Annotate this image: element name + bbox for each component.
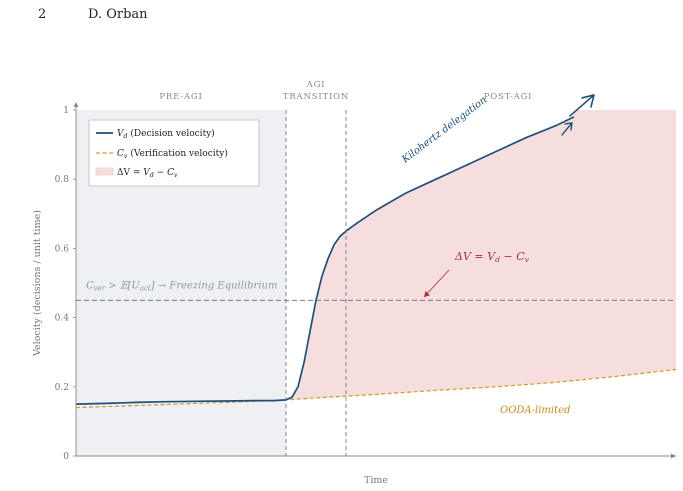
legend-label-decision: Vd (Decision velocity) [117, 128, 215, 140]
decision-arrowhead-upper [569, 94, 595, 117]
delta-v-region [286, 110, 676, 400]
delta-v-annotation: ΔV = Vd − Cv [454, 250, 530, 264]
legend-swatch-gap [95, 167, 114, 176]
y-axis-label: Velocity (decisions / unit time) [32, 210, 43, 357]
x-axis-label: Time [364, 475, 388, 486]
y-tick-label: 0 [63, 452, 69, 462]
y-tick-label: 0.6 [55, 244, 70, 254]
legend-label-gap: ΔV = Vd − Cv [117, 168, 178, 179]
y-tick-label: 0.4 [55, 314, 70, 324]
author-name: D. Orban [88, 7, 148, 22]
x-axis-arrow [671, 453, 676, 459]
phase-label-3: POST-AGI [484, 92, 533, 102]
phase-label-1: PRE-AGI [159, 92, 202, 102]
verification-velocity-line [75, 368, 677, 409]
page-header: 2 D. Orban [0, 0, 683, 40]
freezing-equilibrium-label: Cver > 𝔼[Uact] → Freezing Equilibrium [86, 280, 277, 292]
ooda-annotation: OODA-limited [500, 405, 570, 416]
y-tick-label: 0.8 [55, 175, 70, 185]
delta-v-pointer [423, 269, 450, 298]
decision-velocity-line [75, 116, 575, 405]
y-axis-arrow [73, 102, 79, 107]
decision-arrowhead-lower [561, 122, 573, 136]
y-tick-label: 1 [63, 106, 69, 116]
legend-label-verification: Cv (Verification velocity) [117, 148, 228, 160]
kilohertz-annotation: Kilohertz delegation [399, 95, 489, 166]
phase-label-2: TRANSITION [283, 92, 349, 102]
y-tick-label: 0.2 [55, 383, 69, 393]
legend-box [88, 119, 260, 187]
page-number: 2 [38, 7, 47, 22]
phase-label-2: AGI [306, 80, 326, 90]
delta-v-pointer-head [424, 291, 430, 297]
